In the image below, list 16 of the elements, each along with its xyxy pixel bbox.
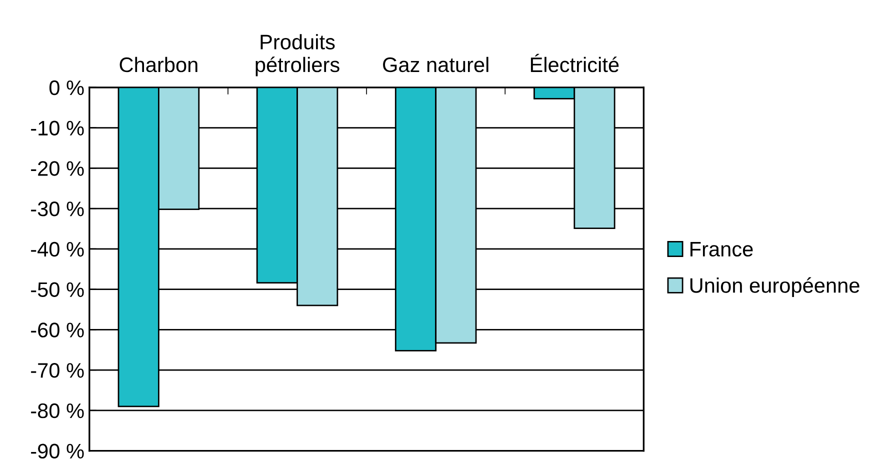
y-tick-label: -80 %	[31, 403, 84, 418]
y-tick-label: -30 %	[31, 202, 84, 216]
x-tick-label: Produits pétroliers	[256, 34, 340, 76]
y-tick-label: -50 %	[31, 282, 84, 298]
y-tick-label: -20 %	[31, 161, 84, 176]
y-tick-label: 0 %	[49, 80, 84, 96]
y-tick-label: -60 %	[31, 322, 84, 338]
legend-label: Union européenne	[690, 277, 860, 297]
x-tick-label: Gaz naturel	[383, 56, 488, 72]
x-tick-label: Charbon	[120, 56, 198, 72]
y-tick-label: -90 %	[31, 444, 84, 459]
y-tick-label: -10 %	[31, 120, 84, 136]
y-tick-label: -70 %	[31, 363, 84, 378]
x-tick-label: Électricité	[530, 54, 619, 72]
legend-label: France	[690, 242, 753, 257]
y-tick-label: -40 %	[31, 242, 84, 257]
